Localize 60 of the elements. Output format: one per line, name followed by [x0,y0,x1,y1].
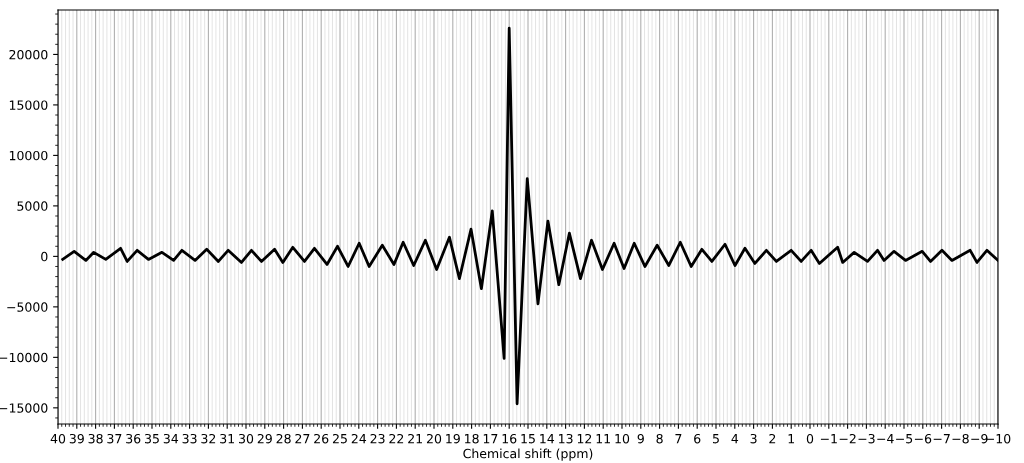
x-tick-label: 31 [220,433,234,444]
x-tick-label: 25 [332,433,347,444]
x-tick-label: 21 [408,433,422,444]
x-tick-label: 38 [88,433,103,444]
x-tick-label: 30 [239,433,254,444]
x-tick-label: 23 [370,433,385,444]
x-tick-label: 5 [712,434,719,444]
x-tick-label: 29 [257,433,272,444]
x-tick-label: −3 [858,433,875,444]
x-tick-label: 6 [694,433,701,444]
x-tick-label: 26 [314,433,329,444]
y-tick-label: −15000 [0,403,48,413]
x-tick-label: −5 [896,434,913,444]
x-tick-label: −8 [952,433,969,444]
y-tick-label: 20000 [9,49,48,60]
y-tick-label: 5000 [17,201,48,211]
x-tick-label: 7 [675,434,682,444]
x-tick-label: 16 [502,433,517,444]
x-tick-label: 3 [750,433,757,444]
x-tick-label: 27 [295,433,310,444]
x-tick-label: 11 [596,434,610,444]
x-tick-label: −4 [877,434,894,444]
x-axis-title: Chemical shift (ppm) [463,448,593,461]
y-tick-label: −10000 [0,352,48,363]
x-tick-label: 37 [107,433,122,444]
x-tick-label: 22 [389,433,404,444]
x-tick-label: 28 [276,433,291,444]
y-tick-label: 10000 [9,150,48,161]
x-tick-label: −6 [914,433,932,444]
x-tick-label: 14 [540,434,555,444]
x-tick-label: −2 [839,433,856,444]
x-tick-label: 35 [145,433,159,444]
x-tick-label: 12 [577,433,592,444]
x-tick-label: 20 [426,433,442,444]
x-tick-label: 10 [615,433,630,444]
x-tick-label: 34 [163,433,179,444]
x-tick-label: 8 [656,433,663,444]
x-tick-label: 40 [50,433,66,444]
x-tick-label: 36 [126,433,141,444]
x-tick-label: 39 [69,433,84,444]
x-tick-label: 19 [446,433,460,444]
x-tick-label: 1 [788,434,795,444]
x-tick-label: 15 [521,434,535,444]
x-tick-label: 2 [769,433,776,444]
y-tick-label: −5000 [7,302,48,312]
x-tick-label: −1 [820,434,837,444]
x-tick-label: 17 [483,434,498,444]
x-tick-label: 33 [182,433,197,444]
x-tick-label: 9 [637,433,644,444]
x-tick-label: 18 [465,433,479,444]
y-tick-label: 15000 [9,100,48,110]
x-tick-label: −10 [986,433,1011,444]
x-tick-label: 13 [559,433,573,444]
y-tick-label: 0 [41,251,48,262]
x-tick-label: −7 [933,434,950,444]
x-tick-label: 0 [806,433,814,444]
x-tick-label: −9 [971,433,988,444]
x-tick-label: 24 [351,433,367,444]
x-tick-label: 32 [201,433,216,444]
x-tick-label: 4 [731,434,739,444]
